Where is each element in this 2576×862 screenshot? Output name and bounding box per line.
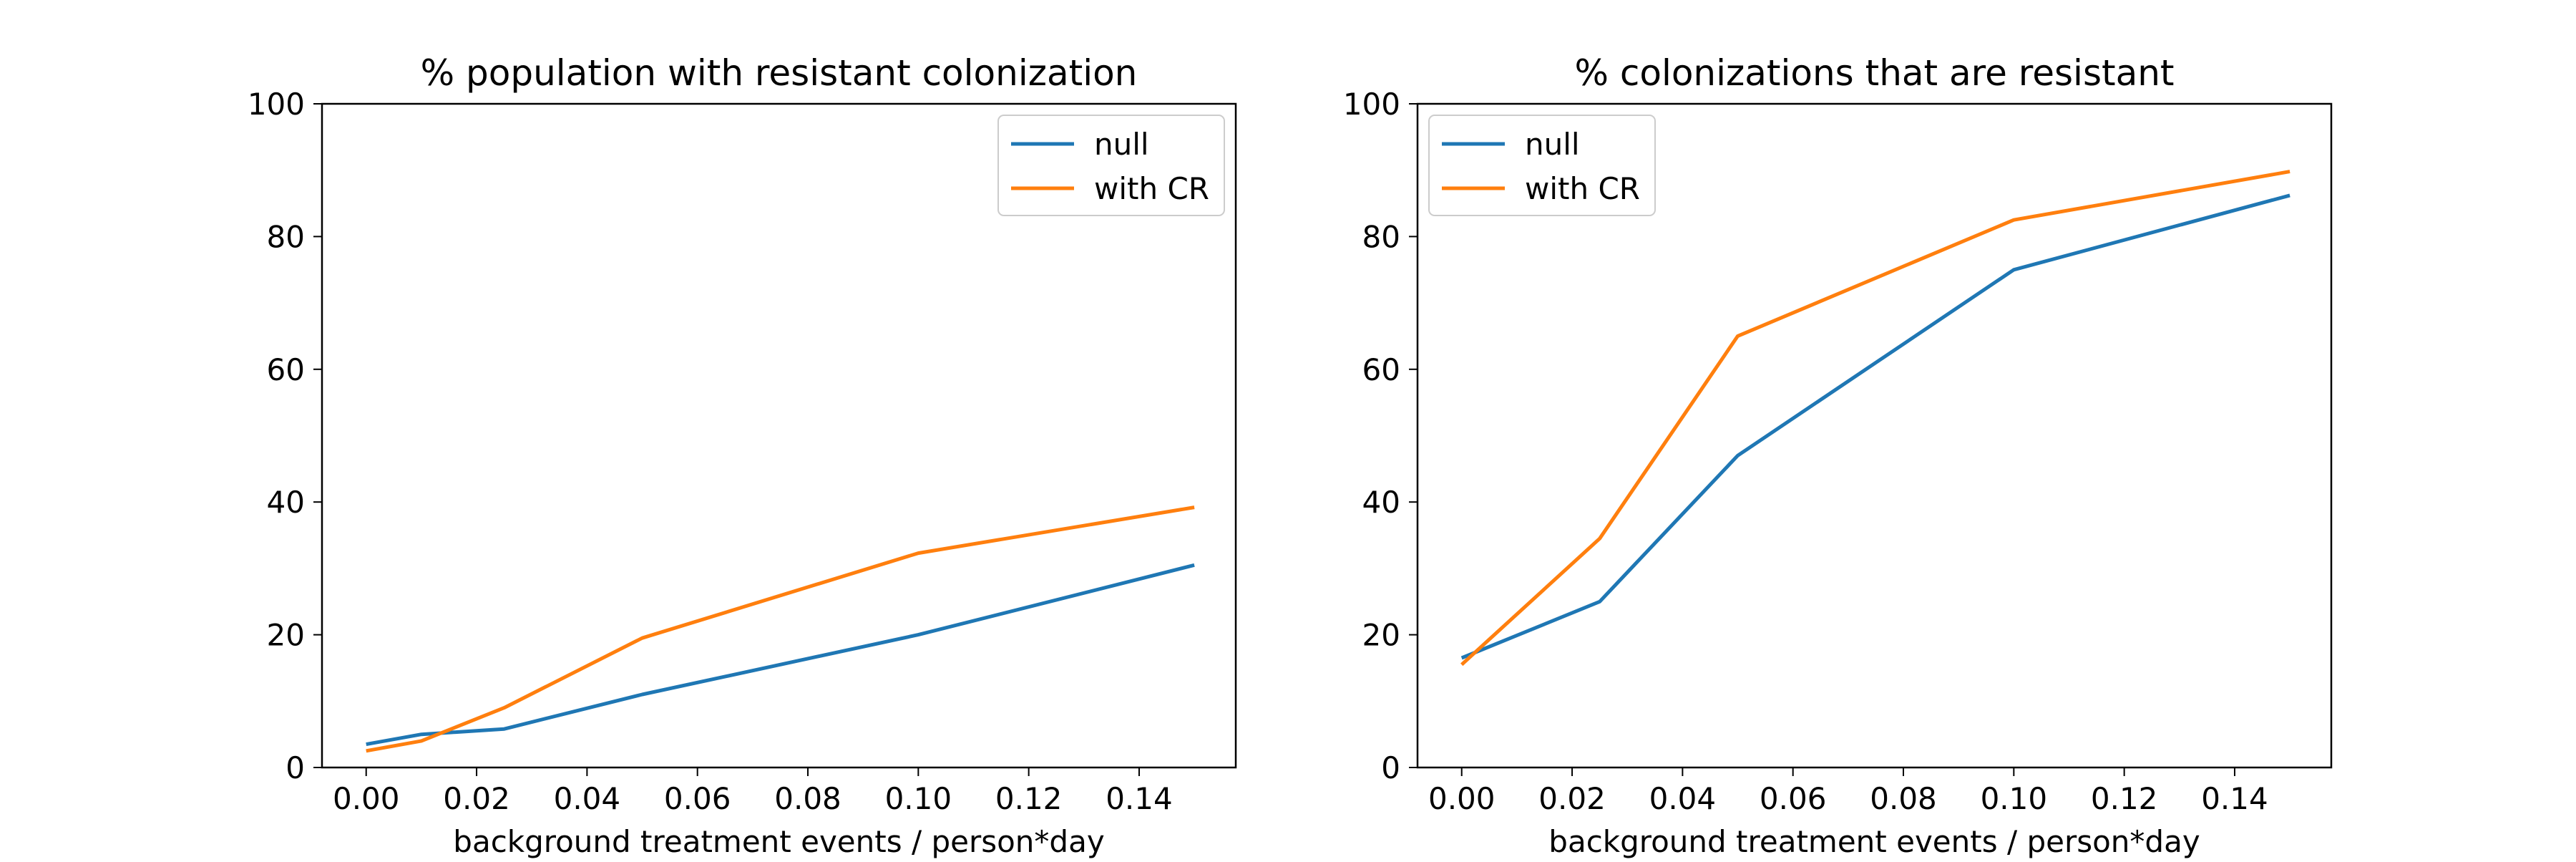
x-tick-label: 0.04: [1649, 781, 1717, 816]
x-axis-label: background treatment events / person*day: [1548, 824, 2200, 859]
legend-label: with CR: [1525, 171, 1640, 206]
x-tick-label: 0.04: [554, 781, 621, 816]
x-tick-label: 0.08: [774, 781, 841, 816]
y-tick-label: 60: [267, 352, 305, 387]
x-tick-label: 0.10: [885, 781, 952, 816]
x-tick-label: 0.06: [1760, 781, 1827, 816]
legend-box: [1428, 115, 1656, 216]
x-tick-label: 0.02: [1538, 781, 1606, 816]
x-tick-label: 0.10: [1981, 781, 2048, 816]
x-tick-label: 0.00: [333, 781, 400, 816]
chart-panel-2: 0.00 0.02 0.04 0.06 0.08 0.10 0.12 0.14 0 20 40 60 8…: [1343, 52, 2333, 859]
legend: null with CR: [1428, 115, 1656, 216]
series-line-null: [1460, 193, 2290, 660]
y-tick-label: 40: [267, 485, 305, 520]
legend-label: null: [1094, 127, 1149, 162]
x-tick-label: 0.12: [2091, 781, 2158, 816]
x-tick-label: 0.12: [995, 781, 1063, 816]
y-tick-label: 20: [1362, 618, 1400, 653]
chart-panel-1: 0.00 0.02 0.04 0.06 0.08 0.10 0.12 0.14 0 20 40 60 8…: [248, 52, 1237, 859]
y-tick-label: 40: [1362, 485, 1400, 520]
plot-frame: [1416, 102, 2333, 769]
y-tick-label: 80: [267, 219, 305, 254]
legend: null with CR: [997, 115, 1225, 216]
y-tick-label: 0: [1381, 750, 1400, 785]
legend-label: with CR: [1094, 171, 1209, 206]
chart-title: % colonizations that are resistant: [1574, 52, 2174, 94]
legend-box: [997, 115, 1225, 216]
x-axis-label: background treatment events / person*day: [453, 824, 1104, 859]
y-tick-label: 0: [286, 750, 305, 785]
x-tick-label: 0.08: [1870, 781, 1937, 816]
y-tick-label: 100: [1343, 87, 1400, 122]
legend-label: null: [1525, 127, 1580, 162]
x-tick-label: 0.00: [1428, 781, 1496, 816]
chart-title: % population with resistant colonization: [421, 52, 1138, 94]
x-tick-label: 0.14: [1106, 781, 1173, 816]
series-line-null: [366, 563, 1195, 747]
y-tick-label: 100: [248, 87, 305, 122]
series-lines: [1460, 170, 2290, 667]
series-line-with-cr: [1460, 170, 2290, 667]
series-line-with-cr: [366, 505, 1195, 753]
x-tick-label: 0.14: [2201, 781, 2268, 816]
series-lines: [366, 505, 1195, 753]
x-tick-label: 0.02: [443, 781, 510, 816]
y-tick-label: 60: [1362, 352, 1400, 387]
y-tick-label: 20: [267, 618, 305, 653]
plot-frame: [321, 102, 1237, 769]
x-tick-label: 0.06: [664, 781, 731, 816]
y-tick-label: 80: [1362, 219, 1400, 254]
